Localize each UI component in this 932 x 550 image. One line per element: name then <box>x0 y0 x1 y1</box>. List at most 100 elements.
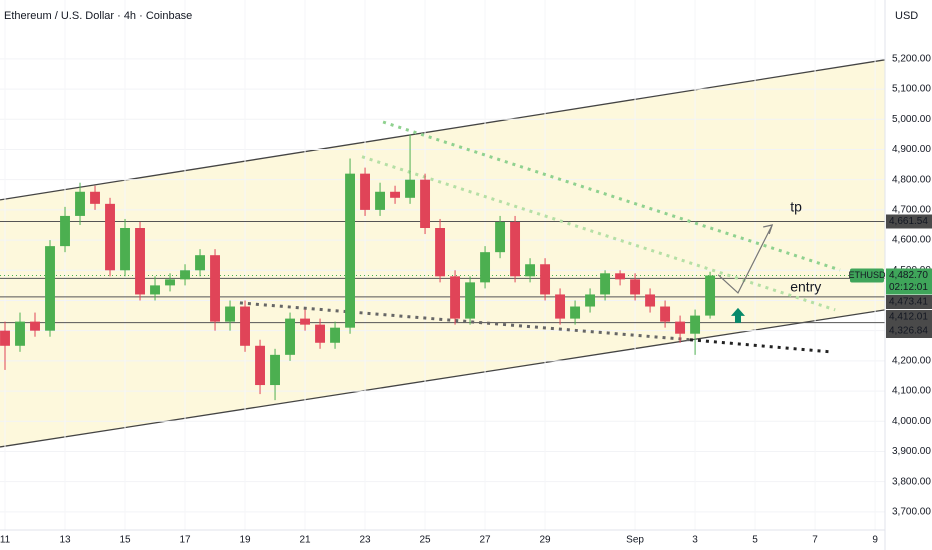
candle-body <box>495 221 506 253</box>
candle-body <box>390 191 401 198</box>
candle-body <box>570 306 581 319</box>
candle-body <box>345 173 355 328</box>
candle-body <box>450 276 461 319</box>
y-tick-label: 4,000.00 <box>892 416 931 427</box>
channel-line <box>0 59 885 201</box>
level-label-bg <box>886 310 932 324</box>
candle-body <box>165 279 175 286</box>
y-tick-label: 5,100.00 <box>892 84 931 95</box>
candle-body <box>75 191 85 216</box>
x-tick-label: 7 <box>812 535 818 546</box>
currency: USD <box>895 10 918 22</box>
candle-body <box>315 324 325 343</box>
candle-body <box>135 228 145 295</box>
candle-body <box>405 179 416 198</box>
candle-body <box>585 294 596 307</box>
candle-body <box>150 285 160 295</box>
dotted-trendline <box>239 301 691 342</box>
candle-body <box>600 273 611 295</box>
candle-body <box>630 279 641 295</box>
x-tick-label: 11 <box>0 535 11 546</box>
candle-body <box>540 264 551 295</box>
candle-body <box>705 275 716 316</box>
candle-body <box>0 330 10 346</box>
candle-body <box>195 255 205 271</box>
candle-body <box>90 191 100 204</box>
candle-body <box>225 306 235 322</box>
candle-body <box>510 221 521 277</box>
candle-body <box>435 228 446 277</box>
x-tick-label: 23 <box>359 535 371 546</box>
x-tick-label: 21 <box>299 535 311 546</box>
dotted-trendline <box>361 155 836 312</box>
candle-body <box>465 282 476 319</box>
entry-marker <box>730 307 745 323</box>
level-label-bg <box>886 214 932 229</box>
level-label-bg <box>886 324 932 338</box>
candle-body <box>60 215 70 247</box>
x-tick-label: 19 <box>239 535 251 546</box>
x-tick-label: 9 <box>872 535 878 546</box>
axes: 3,700.00 3,800.00 3,900.00 4,000.00 4,100.00… <box>0 54 932 546</box>
annotation: entry <box>790 279 821 295</box>
level-label-bg <box>886 295 932 309</box>
x-tick-label: Sep <box>626 535 644 546</box>
y-tick-label: 5,200.00 <box>892 54 931 65</box>
y-tick-label: 3,700.00 <box>892 507 931 518</box>
candle-body <box>120 228 130 271</box>
y-tick-label: 4,700.00 <box>892 205 931 216</box>
candle-body <box>660 306 671 322</box>
candle-body <box>690 315 701 334</box>
x-tick-label: 13 <box>59 535 71 546</box>
candle-body <box>525 264 536 277</box>
x-tick-label: 3 <box>692 535 698 546</box>
candle-body <box>330 327 340 343</box>
y-tick-label: 4,100.00 <box>892 386 931 397</box>
y-tick-label: 5,000.00 <box>892 114 931 125</box>
x-tick-label: 29 <box>540 535 552 546</box>
symbol-label: ETHUSD <box>848 270 886 280</box>
level-label: 4,661.54 <box>889 216 928 227</box>
chart-title: Ethereum / U.S. Dollar · 4h · Coinbase <box>4 10 192 22</box>
candle-body <box>360 173 370 210</box>
candle-body <box>180 270 190 280</box>
x-tick-label: 5 <box>752 535 758 546</box>
y-tick-label: 4,600.00 <box>892 235 931 246</box>
level-label: 4,473.41 <box>889 297 928 308</box>
level-label: 4,326.84 <box>889 326 928 337</box>
x-tick-label: 15 <box>119 535 131 546</box>
y-tick-label: 3,800.00 <box>892 476 931 487</box>
channel-line <box>0 309 885 448</box>
candle-body <box>45 246 55 331</box>
candle-body <box>675 321 686 334</box>
y-tick-label: 4,900.00 <box>892 144 931 155</box>
candle-body <box>210 255 220 322</box>
candle-body <box>420 179 431 229</box>
y-tick-label: 3,900.00 <box>892 446 931 457</box>
plot-area: tp entry <box>0 58 885 513</box>
candle-body <box>615 273 626 280</box>
projection-arrow <box>717 224 773 294</box>
candle-body <box>555 294 566 319</box>
candle-body <box>255 345 265 386</box>
candle-body <box>375 191 385 210</box>
candle-body <box>240 306 250 346</box>
candle-body <box>270 354 280 386</box>
candle-body <box>645 294 656 307</box>
y-tick-label: 4,200.00 <box>892 356 931 367</box>
dotted-trendline <box>382 120 841 272</box>
x-tick-label: 25 <box>419 535 431 546</box>
level-label: 4,412.01 <box>889 312 928 323</box>
candle-body <box>480 252 491 283</box>
x-tick-label: 27 <box>479 535 491 546</box>
candle-body <box>105 203 115 271</box>
x-tick-label: 17 <box>179 535 191 546</box>
candle-body <box>285 318 295 355</box>
symbol-label-bg <box>850 268 884 283</box>
candle-body <box>30 321 40 331</box>
arrow-head <box>763 224 774 235</box>
countdown: 02:12:01 <box>889 282 928 293</box>
candle-body <box>300 318 310 325</box>
price-label: 4,482.70 <box>889 270 928 281</box>
